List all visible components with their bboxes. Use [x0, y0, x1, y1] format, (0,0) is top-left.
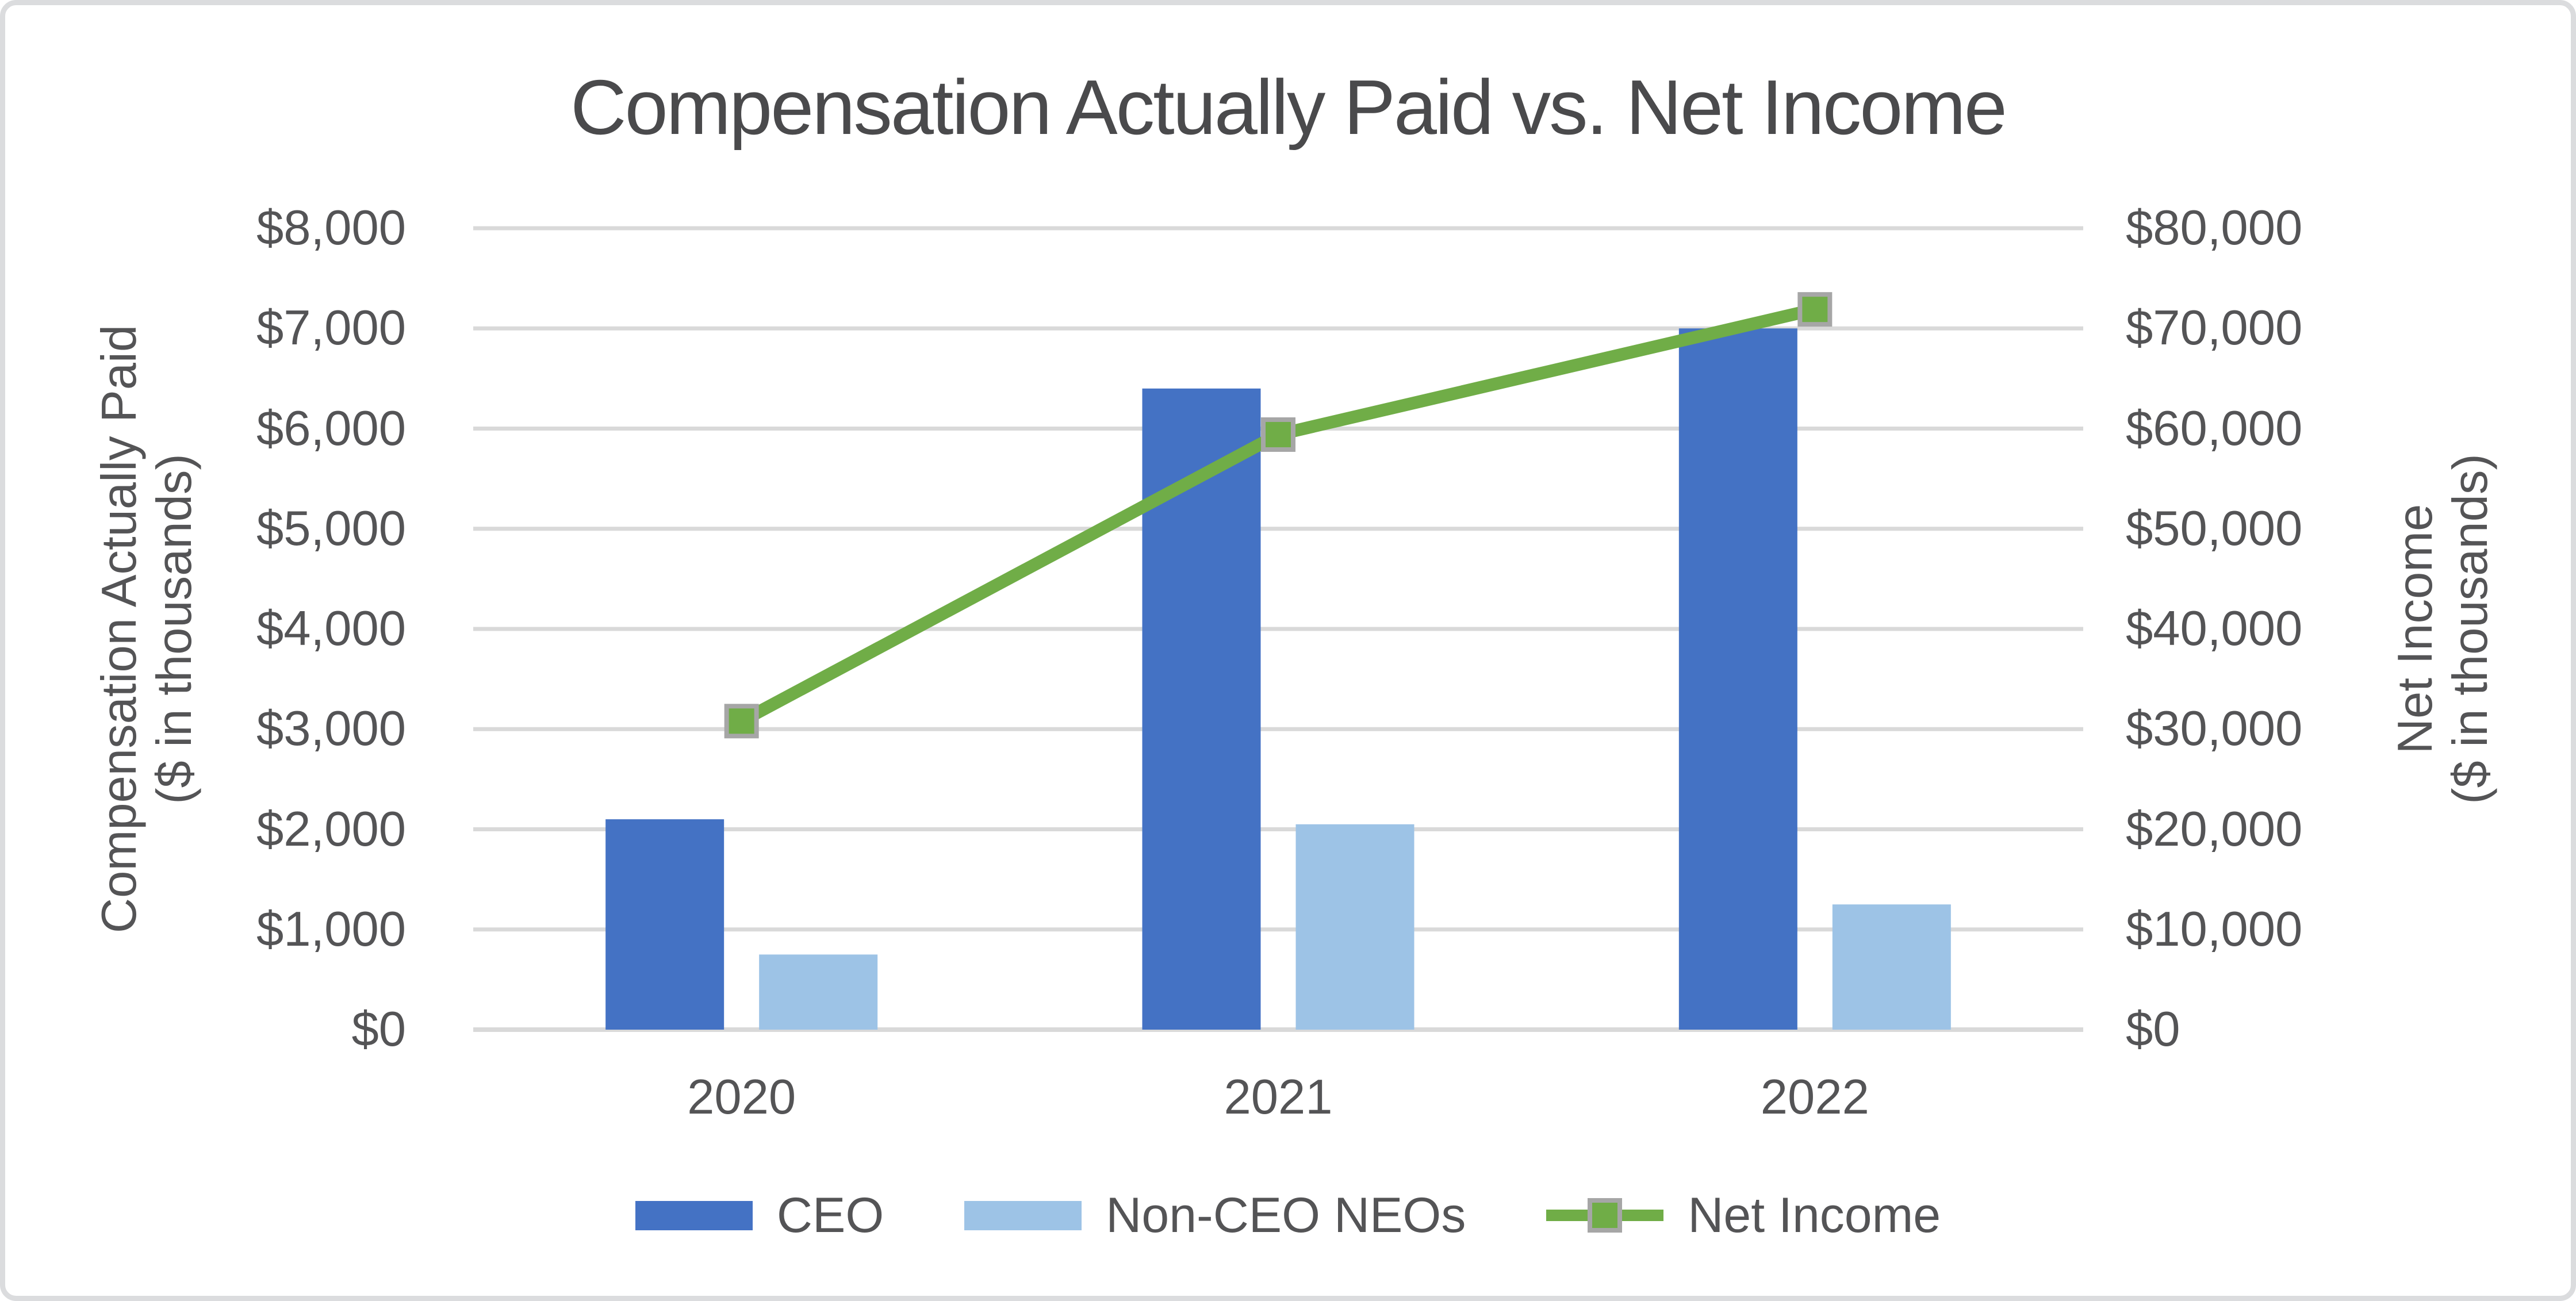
net-income-marker-2022 [1797, 292, 1833, 327]
ceo-bar-2021 [1142, 388, 1261, 1030]
right-axis-tick: $50,000 [2126, 501, 2303, 556]
left-axis-tick: $4,000 [256, 601, 406, 656]
net-income-marker-2021 [1261, 417, 1295, 452]
category-label-2020: 2020 [687, 1070, 796, 1125]
plot-area [473, 226, 2083, 1032]
legend-line-marker-net-income [1546, 1198, 1664, 1233]
left-axis-tick: $7,000 [256, 301, 406, 356]
chart-title: Compensation Actually Paid vs. Net Incom… [570, 64, 2007, 151]
category-label-2021: 2021 [1224, 1070, 1333, 1125]
net-income-marker-2020 [724, 704, 759, 739]
right-axis-title: Net Income ($ in thousands) [2386, 228, 2501, 1030]
left-axis-title: Compensation Actually Paid ($ in thousan… [90, 228, 205, 1030]
non-ceo-neos-bar-2020 [759, 954, 878, 1030]
category-label-2022: 2022 [1760, 1070, 1869, 1125]
left-axis-tick: $6,000 [256, 401, 406, 456]
right-axis-tick: $70,000 [2126, 301, 2303, 356]
legend-item-net-income: Net Income [1546, 1187, 1941, 1244]
left-axis-tick: $5,000 [256, 501, 406, 556]
ceo-bar-2020 [605, 819, 724, 1030]
left-axis-tick: $2,000 [256, 801, 406, 857]
net-income-line [738, 303, 1816, 727]
left-axis-tick: $8,000 [256, 201, 406, 255]
right-axis-title-line2: ($ in thousands) [2443, 454, 2498, 804]
legend-marker-icon [1588, 1198, 1623, 1233]
legend-label-ceo: CEO [776, 1187, 884, 1243]
right-axis-tick: $40,000 [2126, 601, 2303, 656]
left-axis-title-line1: Compensation Actually Paid [92, 324, 147, 934]
legend-swatch-ceo [635, 1200, 753, 1230]
left-axis-tick: $0 [351, 1002, 406, 1057]
right-axis-tick: $0 [2126, 1002, 2180, 1057]
legend-label-non-ceo-neos: Non-CEO NEOs [1106, 1187, 1466, 1243]
legend-item-ceo: CEO [635, 1187, 884, 1244]
right-axis-tick: $60,000 [2126, 401, 2303, 456]
legend-label-net-income: Net Income [1688, 1187, 1941, 1243]
right-axis-tick: $80,000 [2126, 201, 2303, 255]
legend-swatch-non-ceo-neos [964, 1200, 1082, 1230]
left-axis-title-line2: ($ in thousands) [147, 454, 202, 804]
non-ceo-neos-bar-2021 [1295, 824, 1414, 1030]
ceo-bar-2022 [1678, 328, 1797, 1030]
legend-item-non-ceo-neos: Non-CEO NEOs [964, 1187, 1466, 1244]
left-axis-tick: $1,000 [256, 901, 406, 957]
right-axis-tick: $10,000 [2126, 901, 2303, 957]
right-axis-title-line1: Net Income [2388, 504, 2443, 754]
legend: CEO Non-CEO NEOs Net Income [5, 1178, 2571, 1253]
right-axis-tick: $20,000 [2126, 801, 2303, 857]
non-ceo-neos-bar-2022 [1832, 904, 1951, 1030]
left-axis-tick: $3,000 [256, 701, 406, 757]
right-axis-tick: $30,000 [2126, 701, 2303, 757]
